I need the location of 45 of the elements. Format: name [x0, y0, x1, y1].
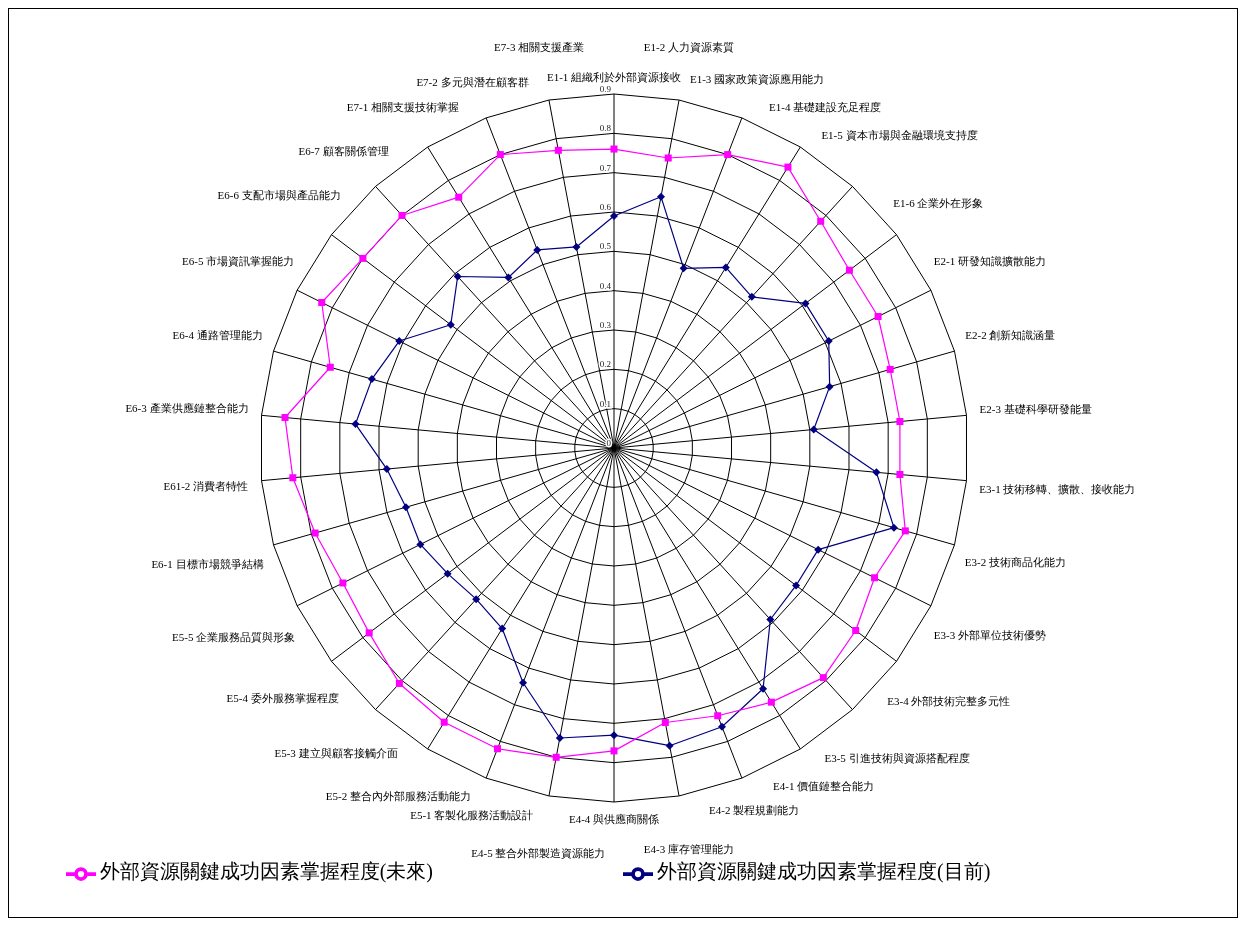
spoke-label: E7-2 多元與潛在顧客群: [416, 76, 529, 89]
y-tick-label: 0.6: [599, 202, 612, 212]
spoke-label: E4-5 整合外部製造資源能力: [471, 846, 606, 859]
spoke-label: E3-4 外部技術完整多元性: [887, 694, 1011, 707]
spoke-label: E61-2 消費者特性: [163, 479, 249, 492]
y-tick-label: 0.3: [599, 320, 612, 330]
spoke-label: E1-2 人力資源素質: [643, 41, 734, 54]
y-tick-label: 0.2: [599, 359, 611, 370]
spoke-label: E2-3 基礎科學研發能量: [979, 402, 1092, 415]
spoke-label: E5-4 委外服務掌握程度: [226, 692, 339, 705]
spoke-label: E5-2 整合內外部服務活動能力: [325, 790, 471, 803]
spoke-label: E5-1 客製化服務活動設計: [410, 809, 534, 822]
spoke-label: E5-3 建立與顧客接觸介面: [274, 746, 398, 759]
spoke-label: E3-2 技術商品化能力: [964, 556, 1067, 569]
spoke-label: E6-3 產業供應鏈整合能力: [125, 402, 249, 415]
spoke-label: E4-1 價值鏈整合能力: [773, 780, 875, 793]
spoke-label: E1-1 組織利於外部資源接收: [546, 70, 682, 83]
spoke-label: E1-6 企業外在形象: [893, 196, 984, 209]
y-tick-label: 0.4: [599, 280, 612, 291]
y-tick-label: 0.8: [599, 123, 612, 134]
spoke-label: E1-5 資本市場與金融環境支持度: [821, 128, 978, 141]
spoke-label: E1-3 國家政策資源應用能力: [689, 72, 825, 85]
y-tick-label: 0.7: [599, 162, 612, 173]
spoke-label: E3-3 外部單位技術優勢: [933, 629, 1046, 642]
spoke-label: E6-5 市場資訊掌握能力: [182, 254, 295, 267]
spoke-label: E6-7 顧客關係管理: [298, 145, 389, 158]
legend-label: 外部資源關鍵成功因素掌握程度(目前): [657, 859, 991, 882]
spoke-label: E3-5 引進技術與資源搭配程度: [824, 752, 970, 765]
spoke-label: E1-4 基礎建設充足程度: [769, 100, 882, 113]
spoke-label: E4-2 製程規劃能力: [709, 803, 800, 816]
y-tick-label: 0: [606, 438, 612, 448]
spoke-label: E4-3 庫存管理能力: [643, 842, 734, 855]
spoke-label: E4-4 與供應商關係: [568, 812, 660, 825]
y-tick-label: 0.5: [599, 241, 612, 252]
legend-label: 外部資源關鍵成功因素掌握程度(未來): [99, 859, 433, 882]
y-tick-label: 0.9: [599, 84, 612, 94]
spoke-label: E5-5 企業服務品質與形象: [172, 631, 296, 644]
spoke-label: E3-1 技術移轉、擴散、接收能力: [979, 482, 1136, 495]
spoke-label: E7-3 相關支援產業: [494, 41, 585, 54]
spoke-label: E2-2 創新知識涵量: [965, 329, 1056, 342]
spoke-label: E7-1 相關支援技術掌握: [346, 100, 459, 113]
spoke-label: E6-4 通路管理能力: [172, 329, 263, 342]
spoke-label: E6-6 支配市場與產品能力: [217, 188, 341, 201]
spoke-label: E2-1 研發知識擴散能力: [933, 254, 1046, 267]
spoke-label: E6-1 目標市場競爭結構: [151, 557, 264, 570]
